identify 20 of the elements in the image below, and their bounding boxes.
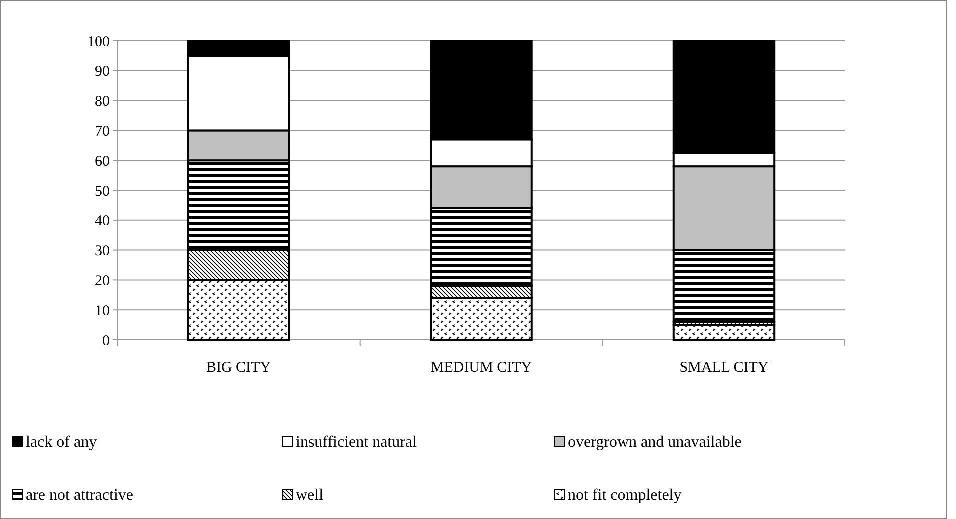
y-tick-label: 10 bbox=[95, 303, 110, 320]
legend-label: overgrown and unavailable bbox=[568, 434, 742, 451]
legend-label: are not attractive bbox=[26, 487, 134, 504]
legend-label: lack of any bbox=[26, 434, 98, 451]
legend-label: insufficient natural bbox=[296, 434, 418, 451]
y-tick-label: 70 bbox=[95, 124, 110, 140]
y-tick-label: 40 bbox=[95, 214, 110, 230]
y-tick-label: 80 bbox=[95, 94, 110, 110]
y-tick-label: 30 bbox=[95, 244, 110, 260]
y-tick-label: 60 bbox=[95, 154, 110, 170]
legend-label: not fit completely bbox=[568, 487, 682, 504]
y-tick-label: 0 bbox=[102, 333, 110, 350]
y-tick-label: 100 bbox=[88, 34, 110, 50]
x-tick-label: BIG CITY bbox=[206, 360, 272, 376]
legend-label: well bbox=[296, 487, 324, 504]
x-tick-label: SMALL CITY bbox=[680, 360, 769, 376]
y-tick-label: 20 bbox=[95, 273, 110, 290]
x-tick-label: MEDIUM CITY bbox=[430, 360, 532, 376]
y-tick-label: 90 bbox=[95, 64, 110, 80]
y-tick-label: 50 bbox=[95, 184, 110, 200]
